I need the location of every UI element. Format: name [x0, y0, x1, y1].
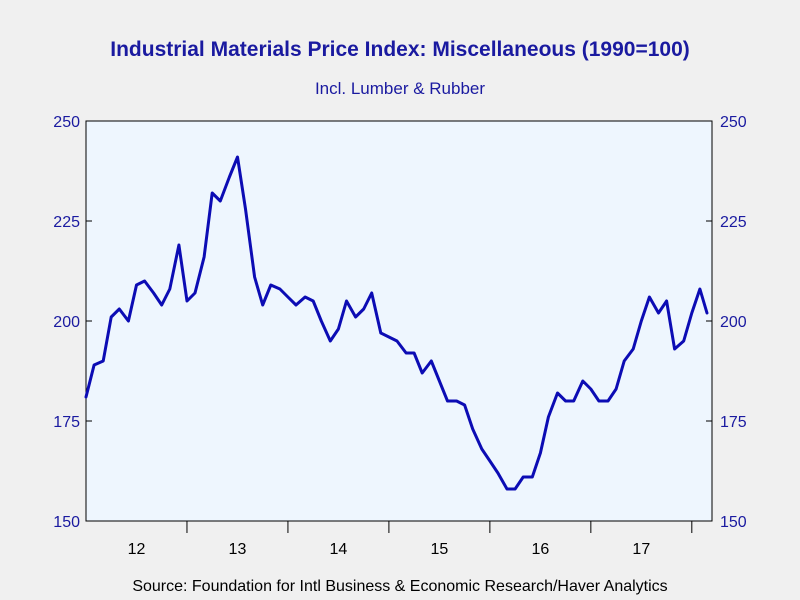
series-layer: [84, 155, 709, 491]
y-tick-label-left: 150: [53, 514, 80, 531]
plot-area: [85, 120, 713, 522]
y-tick-label-left: 200: [53, 314, 80, 331]
x-tick-label: 14: [330, 541, 348, 558]
y-tick-label-left: 250: [53, 114, 80, 131]
x-tick-label: 12: [128, 541, 146, 558]
chart-source: Source: Foundation for Intl Business & E…: [132, 578, 668, 595]
y-tick-label-right: 175: [720, 414, 747, 431]
x-tick-label: 13: [229, 541, 247, 558]
y-tick-label-right: 200: [720, 314, 747, 331]
x-tick-label: 17: [632, 541, 650, 558]
chart-title: Industrial Materials Price Index: Miscel…: [110, 38, 690, 61]
y-tick-label-right: 250: [720, 114, 747, 131]
axes: 150 150 175 175 200 200 225 225 250 250 12 13 14 15 16…: [53, 114, 747, 558]
y-tick-label-right: 150: [720, 514, 747, 531]
x-tick-label: 15: [430, 541, 448, 558]
y-tick-label-left: 175: [53, 414, 80, 431]
chart-subtitle: Incl. Lumber & Rubber: [314, 79, 486, 98]
y-tick-label-left: 225: [53, 214, 80, 231]
y-tick-label-right: 225: [720, 214, 747, 231]
series-line: [84, 155, 709, 491]
x-tick-label: 16: [531, 541, 549, 558]
